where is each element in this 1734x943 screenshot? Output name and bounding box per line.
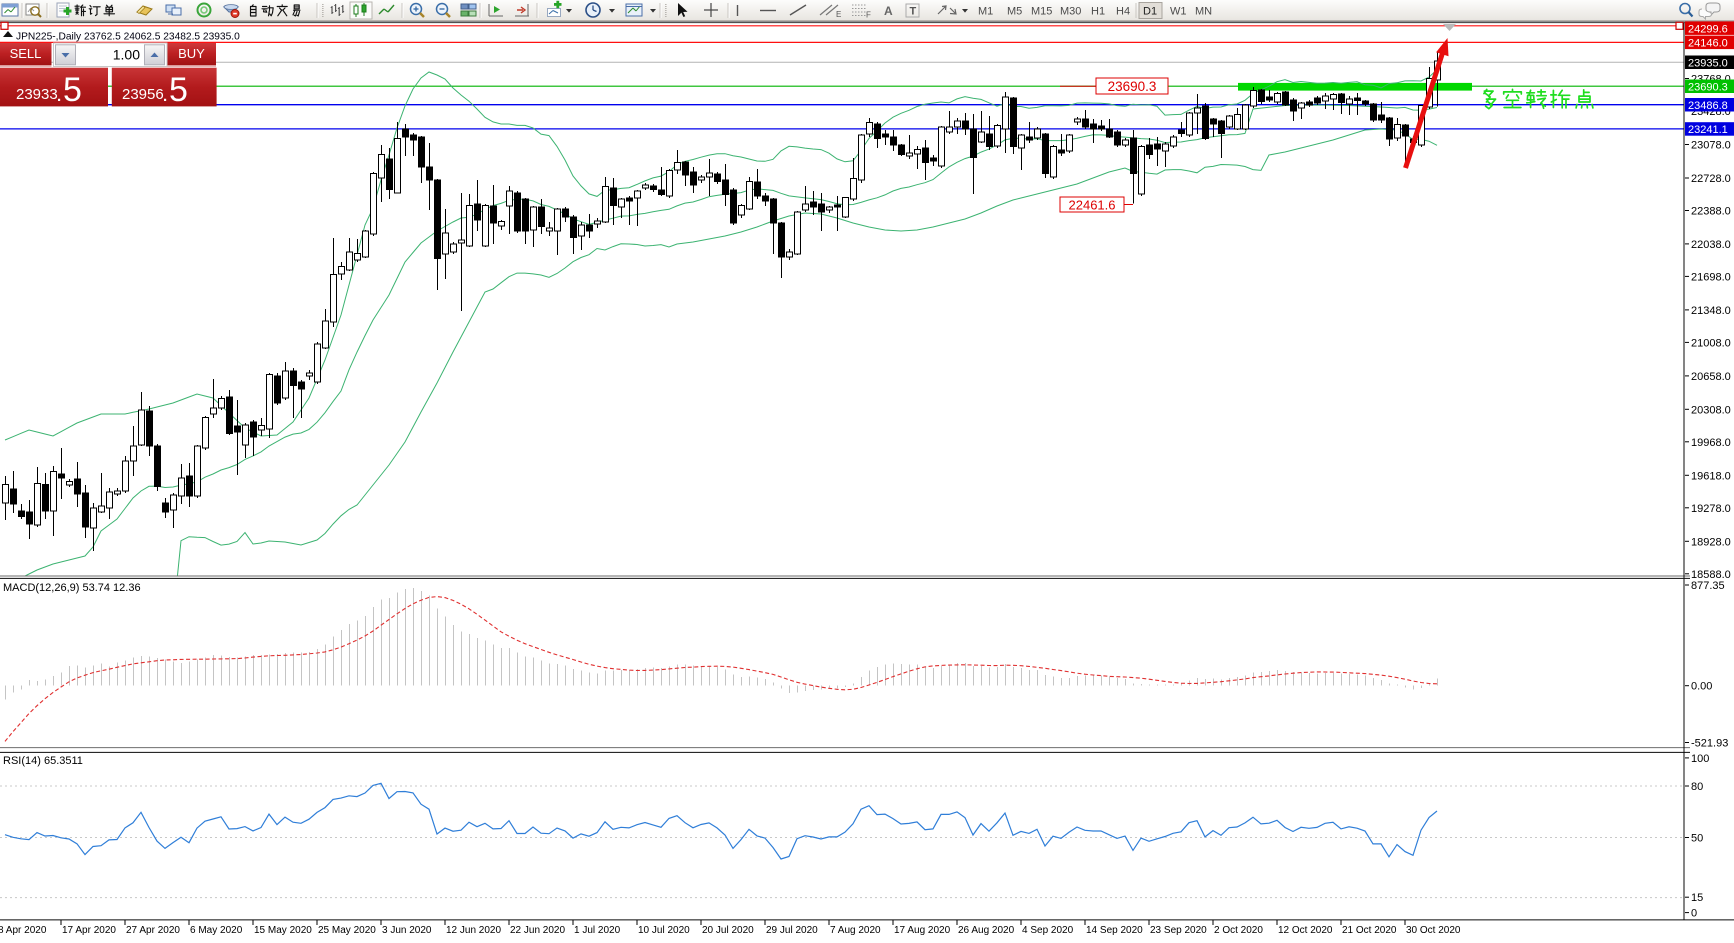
svg-text:BUY: BUY [178, 46, 205, 61]
svg-text:1.00: 1.00 [113, 47, 140, 63]
svg-text:22728.0: 22728.0 [1691, 173, 1731, 185]
svg-text:23956: 23956 [122, 86, 164, 103]
svg-text:RSI(14) 65.3511: RSI(14) 65.3511 [3, 755, 83, 767]
svg-text:E: E [836, 10, 841, 19]
svg-text:3 Jun 2020: 3 Jun 2020 [382, 925, 432, 936]
svg-text:877.35: 877.35 [1691, 580, 1725, 592]
svg-text:15 May 2020: 15 May 2020 [254, 925, 312, 936]
svg-text:M5: M5 [1007, 6, 1022, 18]
svg-text:24299.6: 24299.6 [1688, 23, 1728, 35]
svg-text:21 Oct 2020: 21 Oct 2020 [1342, 925, 1397, 936]
svg-text:M30: M30 [1060, 6, 1081, 18]
svg-text:22388.0: 22388.0 [1691, 206, 1731, 218]
svg-text:8 Apr 2020: 8 Apr 2020 [0, 925, 47, 936]
svg-text:27 Apr 2020: 27 Apr 2020 [126, 925, 180, 936]
svg-text:12 Oct 2020: 12 Oct 2020 [1278, 925, 1333, 936]
svg-text:M15: M15 [1031, 6, 1052, 18]
svg-text:23690.3: 23690.3 [1688, 81, 1728, 93]
svg-text:18928.0: 18928.0 [1691, 536, 1731, 548]
svg-text:21698.0: 21698.0 [1691, 271, 1731, 283]
svg-text:23933: 23933 [16, 86, 58, 103]
svg-text:18588.0: 18588.0 [1691, 569, 1731, 581]
svg-text:MN: MN [1195, 6, 1212, 18]
svg-text:D1: D1 [1143, 6, 1157, 18]
svg-text:17 Apr 2020: 17 Apr 2020 [62, 925, 116, 936]
svg-text:23078.0: 23078.0 [1691, 140, 1731, 152]
svg-text:0: 0 [1691, 908, 1697, 920]
svg-text:21348.0: 21348.0 [1691, 305, 1731, 317]
svg-text:22 Jun 2020: 22 Jun 2020 [510, 925, 565, 936]
svg-text:23 Sep 2020: 23 Sep 2020 [1150, 925, 1207, 936]
svg-text:.: . [163, 88, 167, 105]
svg-text:20 Jul 2020: 20 Jul 2020 [702, 925, 754, 936]
svg-text:0.00: 0.00 [1691, 681, 1712, 693]
svg-text:19278.0: 19278.0 [1691, 503, 1731, 515]
svg-text:6 May 2020: 6 May 2020 [190, 925, 243, 936]
svg-text:H1: H1 [1091, 6, 1105, 18]
svg-text:100: 100 [1691, 753, 1709, 765]
svg-text:T: T [910, 6, 917, 18]
svg-text:5: 5 [169, 71, 188, 109]
svg-text:22461.6: 22461.6 [1069, 198, 1116, 213]
svg-text:20308.0: 20308.0 [1691, 404, 1731, 416]
svg-text:23241.1: 23241.1 [1688, 124, 1728, 136]
svg-text:7 Aug 2020: 7 Aug 2020 [830, 925, 881, 936]
svg-text:W1: W1 [1170, 6, 1187, 18]
svg-text:4 Sep 2020: 4 Sep 2020 [1022, 925, 1074, 936]
svg-text:H4: H4 [1116, 6, 1130, 18]
svg-text:50: 50 [1691, 833, 1703, 845]
svg-text:A: A [884, 4, 893, 18]
svg-text:-521.93: -521.93 [1691, 738, 1728, 750]
svg-text:10 Jul 2020: 10 Jul 2020 [638, 925, 690, 936]
svg-text:19968.0: 19968.0 [1691, 437, 1731, 449]
svg-text:26 Aug 2020: 26 Aug 2020 [958, 925, 1015, 936]
svg-text:24146.0: 24146.0 [1688, 38, 1728, 50]
svg-text:MACD(12,26,9) 53.74 12.36: MACD(12,26,9) 53.74 12.36 [3, 582, 141, 594]
svg-text:80: 80 [1691, 781, 1703, 793]
svg-text:14 Sep 2020: 14 Sep 2020 [1086, 925, 1143, 936]
svg-text:SELL: SELL [10, 46, 42, 61]
svg-text:15: 15 [1691, 892, 1703, 904]
svg-text:JPN225-,Daily 23762.5 24062.5: JPN225-,Daily 23762.5 24062.5 23482.5 23… [16, 32, 240, 43]
svg-text:2 Oct 2020: 2 Oct 2020 [1214, 925, 1263, 936]
svg-text:23690.3: 23690.3 [1108, 79, 1157, 94]
svg-text:23935.0: 23935.0 [1688, 58, 1728, 70]
svg-text:5: 5 [63, 71, 82, 109]
svg-text:12 Jun 2020: 12 Jun 2020 [446, 925, 501, 936]
svg-text:22038.0: 22038.0 [1691, 239, 1731, 251]
svg-text:25 May 2020: 25 May 2020 [318, 925, 376, 936]
svg-text:M1: M1 [978, 6, 993, 18]
svg-text:23486.8: 23486.8 [1688, 100, 1728, 112]
svg-text:29 Jul 2020: 29 Jul 2020 [766, 925, 818, 936]
svg-text:19618.0: 19618.0 [1691, 470, 1731, 482]
svg-text:17 Aug 2020: 17 Aug 2020 [894, 925, 951, 936]
svg-text:30 Oct 2020: 30 Oct 2020 [1406, 925, 1461, 936]
svg-text:.: . [57, 88, 61, 105]
svg-text:21008.0: 21008.0 [1691, 337, 1731, 349]
svg-text:1 Jul 2020: 1 Jul 2020 [574, 925, 621, 936]
svg-text:F: F [866, 11, 871, 20]
svg-text:20658.0: 20658.0 [1691, 371, 1731, 383]
